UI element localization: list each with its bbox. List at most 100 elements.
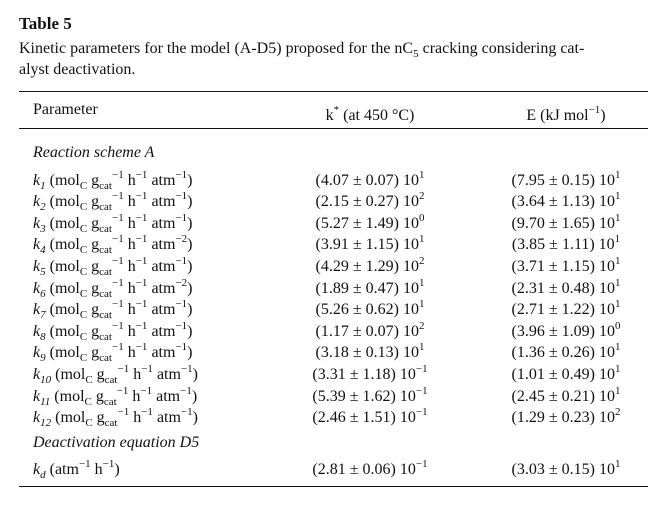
text-segment: atm — [152, 409, 181, 427]
text-segment: (5.27 ± 1.49) 10 — [315, 214, 419, 232]
text-segment: C — [79, 244, 88, 257]
text-segment: atm — [147, 279, 176, 297]
text-segment: cat — [104, 417, 118, 430]
parameter-cell: k2 (molC gcat−1 h−1 atm−1) — [33, 187, 192, 216]
text-segment: −1 — [415, 406, 428, 419]
text-segment: h — [90, 461, 103, 479]
text-segment: k — [33, 301, 41, 319]
text-segment: −1 — [135, 168, 148, 181]
text-segment: ) — [192, 409, 198, 427]
text-segment: C — [84, 395, 92, 408]
text-segment: Kinetic parameters for the model (A-D5) … — [19, 40, 414, 57]
text-segment: cracking considering cat- — [418, 40, 585, 57]
text-segment: d — [40, 469, 46, 482]
text-segment: −1 — [78, 458, 91, 471]
column-header: k* (at 450 °C) — [220, 101, 520, 125]
text-segment: (1.01 ± 0.49) 10 — [511, 366, 615, 383]
text-segment: g — [87, 279, 100, 297]
text-segment: 1 — [614, 458, 621, 471]
text-segment: −1 — [180, 406, 193, 419]
text-segment: atm — [147, 344, 176, 362]
text-segment: k — [33, 236, 41, 254]
value-cell: (3.91 ± 1.15) 101 — [220, 230, 520, 254]
text-segment: k — [33, 366, 41, 383]
text-segment: ) — [187, 344, 193, 362]
text-segment: −1 — [175, 211, 188, 224]
text-segment: 1 — [40, 179, 46, 192]
text-segment: 1 — [614, 341, 621, 354]
text-segment: 1 — [614, 276, 621, 289]
text-segment: 2 — [418, 255, 425, 267]
text-segment: −1 — [116, 384, 129, 397]
text-segment: ) — [187, 301, 193, 319]
text-segment: ) — [187, 171, 193, 189]
text-segment: k — [33, 461, 41, 479]
text-segment: cat — [103, 395, 117, 408]
text-segment: g — [87, 214, 100, 232]
text-segment: 2 — [40, 201, 46, 214]
text-segment: (2.81 ± 0.06) 10 — [312, 461, 416, 479]
text-segment: (9.70 ± 1.65) 10 — [511, 214, 615, 232]
text-segment: (mol — [45, 258, 80, 275]
text-segment: ) — [114, 461, 120, 479]
value-cell: (3.96 ± 1.09) 100 — [416, 317, 672, 341]
header-rule — [19, 128, 648, 129]
text-segment: atm — [152, 366, 181, 383]
text-segment: alyst deactivation. — [19, 61, 136, 78]
text-segment: C — [85, 374, 93, 386]
text-segment: 10 — [40, 374, 52, 386]
text-segment: g — [87, 258, 100, 275]
text-segment: −1 — [112, 298, 124, 311]
text-segment: 2 — [614, 406, 621, 419]
text-segment: (3.96 ± 1.09) 10 — [511, 322, 615, 340]
text-segment: g — [87, 301, 100, 319]
text-segment: −1 — [117, 363, 130, 375]
text-segment: −1 — [112, 255, 124, 267]
text-segment: cat — [99, 287, 112, 300]
parameter-cell: k3 (molC gcat−1 h−1 atm−1) — [33, 209, 192, 238]
text-segment: 5 — [413, 48, 419, 60]
text-segment: 9 — [40, 352, 46, 365]
column-header: E (kJ mol−1) — [416, 101, 672, 125]
text-segment: (5.39 ± 1.62) 10 — [312, 387, 416, 405]
text-segment: (5.26 ± 0.62) 10 — [315, 301, 419, 319]
value-cell: (5.27 ± 1.49) 100 — [220, 209, 520, 233]
text-segment: (mol — [45, 214, 80, 232]
text-segment: −1 — [141, 363, 153, 375]
text-segment: 1 — [614, 255, 621, 267]
text-segment: (7.95 ± 0.15) 10 — [511, 171, 615, 189]
value-cell: (3.18 ± 0.13) 101 — [220, 338, 520, 362]
value-cell: (1.29 ± 0.23) 102 — [416, 403, 672, 427]
text-segment: (atm — [45, 461, 79, 479]
text-segment: ) — [600, 107, 606, 124]
text-segment: −1 — [135, 233, 148, 246]
text-segment: (3.64 ± 1.13) 10 — [511, 193, 615, 211]
text-segment: 7 — [40, 309, 46, 322]
text-segment: g — [87, 322, 100, 340]
value-cell: (7.95 ± 0.15) 101 — [416, 166, 672, 190]
text-segment: (3.31 ± 1.18) 10 — [312, 366, 416, 383]
text-segment: 2 — [418, 190, 425, 203]
text-segment: −1 — [141, 406, 153, 419]
parameter-cell: kd (atm−1 h−1) — [33, 455, 120, 484]
text-segment: ) — [192, 366, 198, 383]
text-segment: 1 — [614, 211, 621, 224]
text-segment: cat — [99, 244, 112, 257]
text-segment: 1 — [418, 168, 425, 181]
value-cell: (3.31 ± 1.18) 10−1 — [220, 360, 520, 384]
text-segment: −1 — [112, 319, 124, 332]
text-segment: −1 — [135, 190, 148, 203]
text-segment: 4 — [40, 244, 46, 257]
text-segment: h — [128, 387, 141, 405]
caption-line: alyst deactivation. — [19, 61, 135, 79]
text-segment: 6 — [40, 287, 46, 300]
text-segment: 1 — [614, 190, 621, 203]
value-cell: (1.89 ± 0.47) 101 — [220, 274, 520, 298]
text-segment: −1 — [180, 384, 192, 397]
text-segment: cat — [99, 266, 112, 278]
value-cell: (2.46 ± 1.51) 10−1 — [220, 403, 520, 427]
text-segment: 1 — [614, 168, 621, 181]
value-cell: (3.71 ± 1.15) 101 — [416, 252, 672, 276]
parameter-cell: k10 (molC gcat−1 h−1 atm−1) — [33, 360, 198, 389]
text-segment: (1.89 ± 0.47) 10 — [315, 279, 419, 297]
